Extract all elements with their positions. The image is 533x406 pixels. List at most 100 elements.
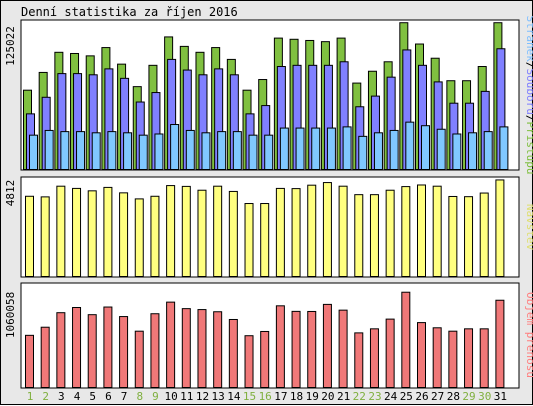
day-label-10: 10 (164, 390, 177, 403)
day-label-24: 24 (384, 390, 398, 403)
bar-volume-day-9 (150, 313, 160, 388)
bar-visits-day-12 (197, 189, 207, 278)
day-label-11: 11 (180, 390, 193, 403)
bar-visits-day-31 (495, 179, 505, 278)
bar-pages-day-30 (483, 131, 493, 170)
bar-volume-day-15 (244, 335, 254, 389)
bar-visits-day-21 (338, 185, 348, 277)
bar-volume-day-8 (134, 330, 144, 388)
bar-volume-day-4 (72, 307, 82, 388)
bar-pages-day-6 (107, 131, 117, 170)
bar-pages-day-15 (248, 134, 258, 170)
bar-pages-day-10 (170, 124, 180, 170)
day-label-28: 28 (447, 390, 460, 403)
visits-ymax-label: 4812 (4, 180, 17, 207)
bar-volume-day-5 (87, 314, 97, 388)
bar-pages-day-20 (326, 127, 336, 170)
bar-volume-day-2 (40, 326, 50, 388)
day-label-25: 25 (400, 390, 413, 403)
bar-volume-day-25 (401, 291, 411, 389)
legend-segment: Návštěv (524, 204, 533, 251)
bar-volume-day-28 (448, 330, 458, 388)
bar-pages-day-21 (342, 126, 352, 170)
bar-pages-day-3 (60, 131, 70, 170)
bar-pages-day-9 (154, 133, 164, 170)
bar-volume-day-10 (166, 301, 176, 389)
bar-volume-day-22 (354, 332, 364, 388)
hits-ymax-label: 125022 (4, 26, 17, 66)
bar-volume-day-13 (213, 311, 223, 388)
bar-pages-day-26 (421, 125, 430, 170)
hits-legend: Stránek/Souborů/Přístupů (524, 16, 533, 175)
day-label-7: 7 (121, 390, 128, 403)
day-label-19: 19 (306, 390, 319, 403)
bar-visits-day-14 (228, 190, 238, 277)
bar-volume-day-20 (322, 303, 332, 388)
day-label-3: 3 (58, 390, 65, 403)
legend-segment: Souborů (524, 69, 533, 115)
legend-segment: Objem přenosu (524, 292, 533, 378)
bar-visits-day-18 (291, 188, 301, 277)
day-label-2: 2 (42, 390, 49, 403)
bar-visits-day-15 (244, 203, 254, 277)
bar-visits-day-4 (72, 187, 82, 277)
chart-title: Denní statistika za říjen 2016 (21, 5, 238, 19)
bar-visits-day-19 (307, 184, 317, 277)
day-label-1: 1 (27, 390, 34, 403)
bar-pages-day-14 (232, 131, 242, 170)
day-axis-labels: 1 2 3 4 5 6 7 8 9 10 11 12 13 14 15 16 17 18 19 20 21 22 23 24 2… (27, 390, 507, 403)
day-label-9: 9 (152, 390, 159, 403)
legend-segment: / (524, 62, 533, 69)
day-label-29: 29 (462, 390, 475, 403)
bar-volume-day-27 (432, 327, 442, 388)
bar-pages-day-31 (499, 126, 509, 170)
bar-pages-day-29 (468, 132, 478, 170)
bar-visits-day-29 (464, 196, 474, 277)
day-label-13: 13 (212, 390, 225, 403)
bar-visits-day-27 (432, 185, 442, 277)
bar-volume-day-3 (56, 312, 66, 389)
bar-pages-day-18 (295, 127, 305, 170)
bar-pages-day-1 (29, 134, 38, 170)
day-label-22: 22 (353, 390, 366, 403)
bar-volume-day-14 (228, 318, 238, 389)
day-label-27: 27 (431, 390, 444, 403)
bar-visits-day-13 (213, 185, 223, 277)
bar-volume-day-31 (495, 299, 505, 389)
bar-visits-day-5 (87, 190, 97, 278)
day-label-14: 14 (227, 390, 241, 403)
day-label-12: 12 (196, 390, 209, 403)
bar-visits-day-8 (134, 198, 144, 277)
bar-volume-day-16 (260, 330, 270, 388)
bar-volume-day-6 (103, 306, 113, 389)
bar-pages-day-27 (436, 128, 446, 170)
bar-pages-day-12 (201, 132, 211, 170)
bar-pages-day-4 (76, 131, 86, 170)
bar-pages-day-19 (311, 127, 321, 170)
bar-volume-day-30 (479, 328, 489, 389)
bar-pages-day-8 (138, 134, 148, 170)
bar-visits-day-16 (260, 203, 270, 277)
day-label-31: 31 (494, 390, 507, 403)
volume-legend: Objem přenosu (524, 292, 533, 378)
visits-legend: Návštěv (524, 204, 533, 251)
bar-visits-day-17 (275, 187, 285, 277)
bar-visits-day-20 (322, 182, 332, 278)
bar-visits-day-6 (103, 186, 113, 278)
bar-visits-day-2 (40, 196, 50, 277)
bar-pages-day-7 (123, 132, 133, 170)
bar-volume-day-1 (25, 334, 34, 388)
bar-volume-day-26 (417, 322, 426, 389)
bar-volume-day-12 (197, 309, 207, 389)
bar-visits-day-11 (181, 185, 191, 277)
bar-volume-day-21 (338, 309, 348, 389)
visits-bars (25, 179, 505, 278)
bar-visits-day-23 (369, 194, 379, 277)
day-label-21: 21 (337, 390, 350, 403)
bar-pages-day-13 (217, 131, 227, 170)
bar-pages-day-23 (373, 132, 383, 170)
bar-pages-day-24 (389, 129, 399, 170)
day-label-18: 18 (290, 390, 303, 403)
